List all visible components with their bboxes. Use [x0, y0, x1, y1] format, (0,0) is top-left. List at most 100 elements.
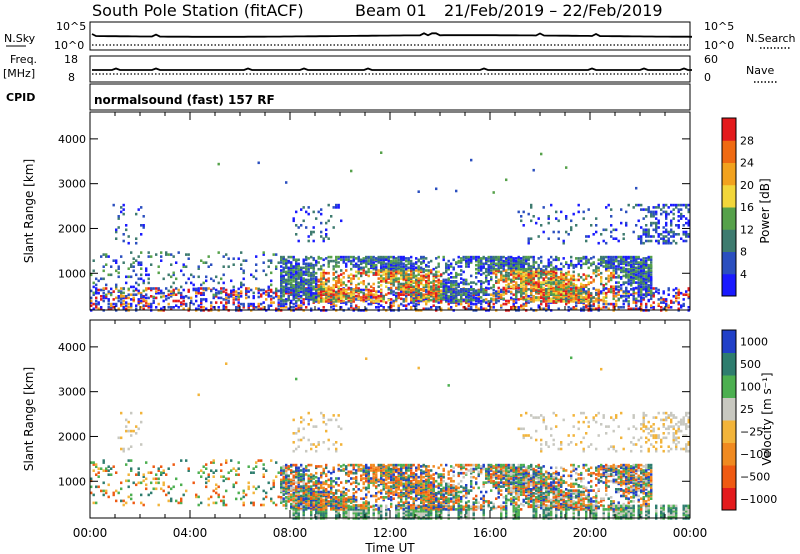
freq-series-line	[92, 67, 692, 71]
data-cell	[287, 465, 290, 468]
data-cell	[140, 301, 143, 304]
data-cell	[100, 277, 103, 281]
data-cell	[450, 280, 453, 283]
data-cell	[465, 255, 468, 259]
data-cell	[327, 285, 330, 288]
data-cell	[580, 276, 583, 279]
data-cell	[477, 261, 480, 264]
data-cell	[650, 261, 653, 264]
data-cell	[535, 290, 538, 294]
data-cell	[575, 304, 578, 307]
data-cell	[440, 307, 443, 311]
data-cell	[632, 290, 635, 294]
data-cell	[535, 270, 538, 274]
data-cell	[102, 291, 105, 295]
data-cell	[627, 273, 630, 276]
data-cell	[680, 212, 683, 216]
data-cell	[427, 265, 430, 268]
data-cell	[302, 298, 305, 301]
data-cell	[157, 291, 160, 295]
data-cell	[680, 217, 683, 220]
data-cell	[322, 276, 325, 279]
data-cell	[150, 302, 153, 306]
data-cell	[640, 300, 643, 303]
data-cell	[357, 258, 360, 262]
data-cell	[392, 280, 395, 283]
data-cell	[570, 262, 573, 266]
data-cell	[650, 235, 653, 238]
data-cell	[620, 276, 623, 279]
data-cell	[282, 469, 285, 472]
data-cell	[597, 258, 600, 262]
data-cell	[320, 212, 323, 216]
data-cell	[277, 302, 280, 306]
data-cell	[642, 277, 645, 280]
data-cell	[592, 287, 595, 290]
data-cell	[402, 262, 405, 266]
data-cell	[675, 233, 678, 236]
data-cell	[402, 269, 405, 272]
data-cell	[145, 304, 148, 307]
data-cell	[627, 290, 630, 293]
data-cell	[267, 481, 270, 485]
data-cell	[650, 269, 653, 272]
data-cell	[312, 267, 315, 271]
data-cell	[532, 274, 535, 278]
data-cell	[400, 265, 403, 268]
data-cell	[467, 302, 470, 306]
data-cell	[570, 228, 573, 232]
data-cell	[567, 289, 570, 292]
data-cell	[385, 269, 388, 272]
data-cell	[137, 481, 140, 485]
data-cell	[525, 301, 528, 304]
data-cell	[492, 257, 495, 260]
data-cell	[175, 299, 178, 303]
data-cell	[400, 274, 403, 278]
data-cell	[392, 274, 395, 278]
data-cell	[535, 296, 538, 299]
data-cell	[407, 278, 410, 282]
data-cell	[387, 306, 390, 309]
data-cell	[510, 307, 513, 311]
data-cell	[342, 255, 345, 259]
data-cell	[122, 261, 125, 264]
data-cell	[142, 295, 145, 299]
data-cell	[307, 297, 310, 301]
data-cell	[300, 296, 303, 299]
data-cell	[487, 300, 490, 303]
data-cell	[445, 289, 448, 292]
data-cell	[642, 228, 645, 232]
data-cell	[550, 300, 553, 303]
data-cell	[525, 280, 528, 283]
data-cell	[287, 276, 290, 279]
data-cell	[502, 280, 505, 283]
data-cell	[297, 226, 300, 229]
data-cell	[237, 491, 240, 495]
data-cell	[115, 228, 118, 232]
data-cell	[442, 282, 445, 286]
data-cell	[382, 294, 385, 298]
data-cell	[522, 255, 525, 259]
data-cell	[435, 306, 438, 309]
data-cell	[240, 497, 243, 501]
data-cell	[345, 292, 348, 295]
data-cell	[315, 285, 318, 288]
data-cell	[300, 420, 303, 424]
data-cell	[402, 258, 405, 262]
data-cell	[677, 302, 680, 306]
data-cell	[192, 302, 195, 306]
data-cell	[360, 290, 363, 294]
data-cell	[615, 258, 618, 262]
data-cell	[255, 269, 258, 273]
data-cell	[132, 269, 135, 273]
data-cell	[637, 288, 640, 291]
data-cell	[92, 269, 95, 273]
data-cell	[625, 276, 628, 279]
data-cell	[495, 301, 498, 304]
data-cell	[410, 301, 413, 304]
data-cell	[617, 262, 620, 266]
data-cell	[295, 509, 298, 513]
data-cell	[432, 274, 435, 278]
data-cell	[240, 263, 243, 266]
data-cell	[665, 215, 668, 218]
